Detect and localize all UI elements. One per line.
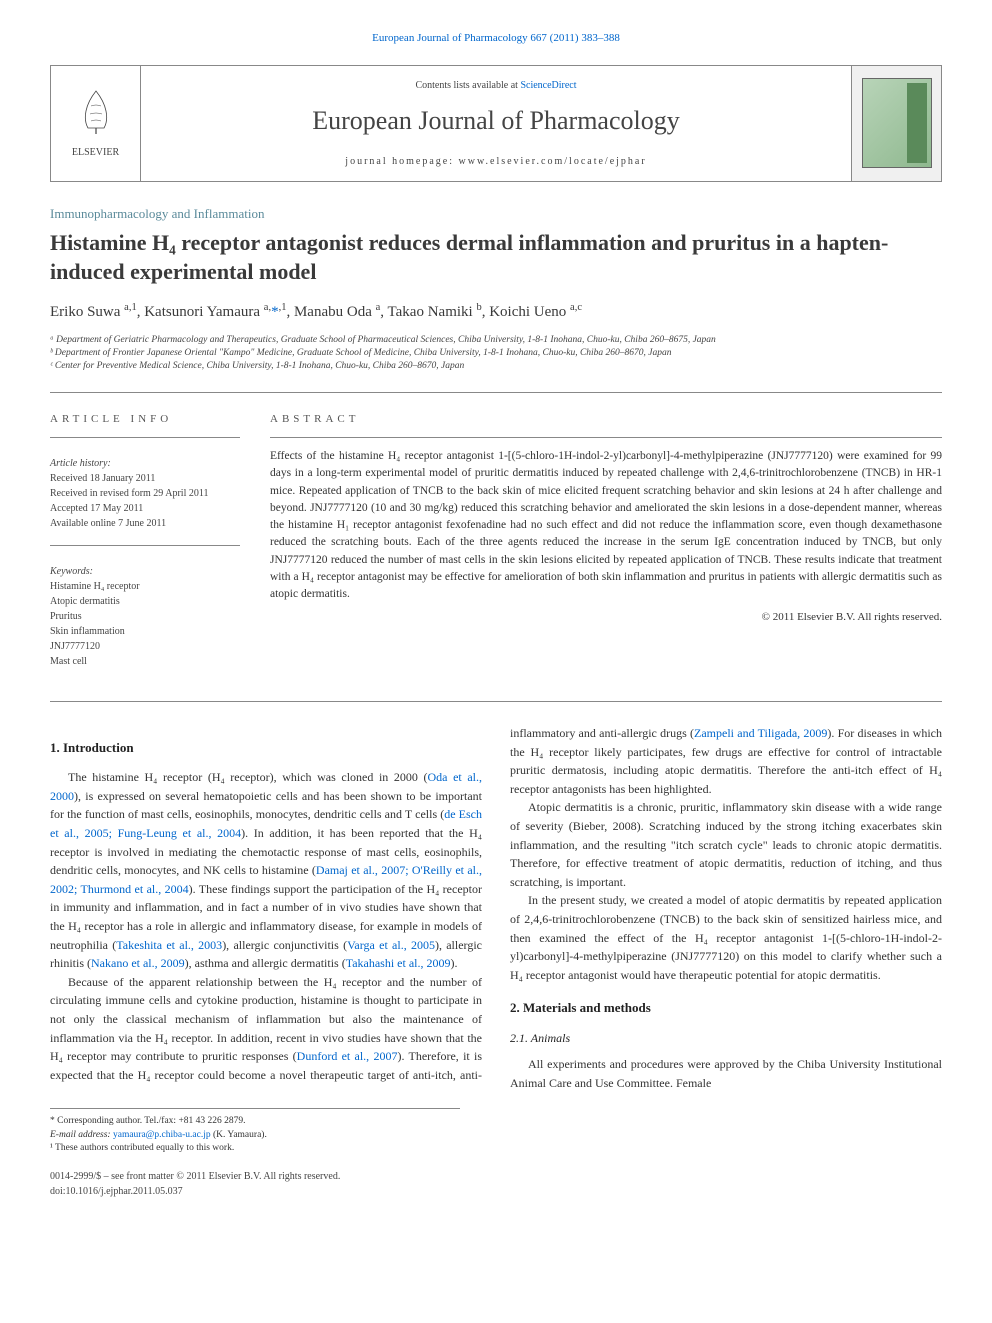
- article-history: Article history: Received 18 January 201…: [50, 456, 240, 531]
- paragraph: In the present study, we created a model…: [510, 891, 942, 984]
- elsevier-tree-icon: [76, 86, 116, 136]
- journal-citation[interactable]: European Journal of Pharmacology 667 (20…: [50, 30, 942, 47]
- divider: [270, 437, 942, 438]
- article-title: Histamine H₄ receptor antagonist reduces…: [50, 229, 942, 286]
- footer-copyright: 0014-2999/$ – see front matter © 2011 El…: [50, 1169, 340, 1184]
- journal-homepage: journal homepage: www.elsevier.com/locat…: [161, 154, 831, 169]
- keywords-block: Keywords: Histamine H₄ receptorAtopic de…: [50, 564, 240, 669]
- email-link[interactable]: yamaura@p.chiba-u.ac.jp: [113, 1130, 211, 1140]
- divider: [50, 545, 240, 546]
- affiliations: ᵃ Department of Geriatric Pharmacology a…: [50, 334, 942, 374]
- divider: [50, 392, 942, 393]
- journal-cover-thumb: [851, 66, 941, 181]
- divider: [50, 437, 240, 438]
- abstract-text: Effects of the histamine H₄ receptor ant…: [270, 448, 942, 603]
- paragraph: Atopic dermatitis is a chronic, pruritic…: [510, 798, 942, 891]
- section-2-1-heading: 2.1. Animals: [510, 1029, 942, 1048]
- publisher-name: ELSEVIER: [72, 145, 119, 160]
- paragraph: The histamine H₄ receptor (H₄ receptor),…: [50, 768, 482, 973]
- abstract-heading: ABSTRACT: [270, 411, 942, 428]
- section-label: Immunopharmacology and Inflammation: [50, 204, 942, 224]
- divider: [50, 701, 942, 702]
- abstract-copyright: © 2011 Elsevier B.V. All rights reserved…: [270, 609, 942, 626]
- email-line: E-mail address: yamaura@p.chiba-u.ac.jp …: [50, 1129, 460, 1142]
- publisher-logo: ELSEVIER: [51, 66, 141, 181]
- contents-available-line: Contents lists available at ScienceDirec…: [161, 78, 831, 93]
- footnotes: * Corresponding author. Tel./fax: +81 43…: [50, 1108, 460, 1155]
- page-footer: 0014-2999/$ – see front matter © 2011 El…: [50, 1169, 942, 1199]
- paragraph: All experiments and procedures were appr…: [510, 1055, 942, 1092]
- journal-name: European Journal of Pharmacology: [161, 101, 831, 140]
- sciencedirect-link[interactable]: ScienceDirect: [520, 80, 576, 91]
- contribution-note: ¹ These authors contributed equally to t…: [50, 1142, 460, 1155]
- journal-header: ELSEVIER Contents lists available at Sci…: [50, 65, 942, 182]
- footer-doi: doi:10.1016/j.ejphar.2011.05.037: [50, 1184, 340, 1199]
- corresponding-author: * Corresponding author. Tel./fax: +81 43…: [50, 1115, 460, 1128]
- article-info-heading: ARTICLE INFO: [50, 411, 240, 428]
- section-2-heading: 2. Materials and methods: [510, 998, 942, 1018]
- authors-line: Eriko Suwa a,1, Katsunori Yamaura a,*,1,…: [50, 300, 942, 324]
- section-1-heading: 1. Introduction: [50, 738, 482, 758]
- article-body: 1. Introduction The histamine H₄ recepto…: [50, 724, 942, 1092]
